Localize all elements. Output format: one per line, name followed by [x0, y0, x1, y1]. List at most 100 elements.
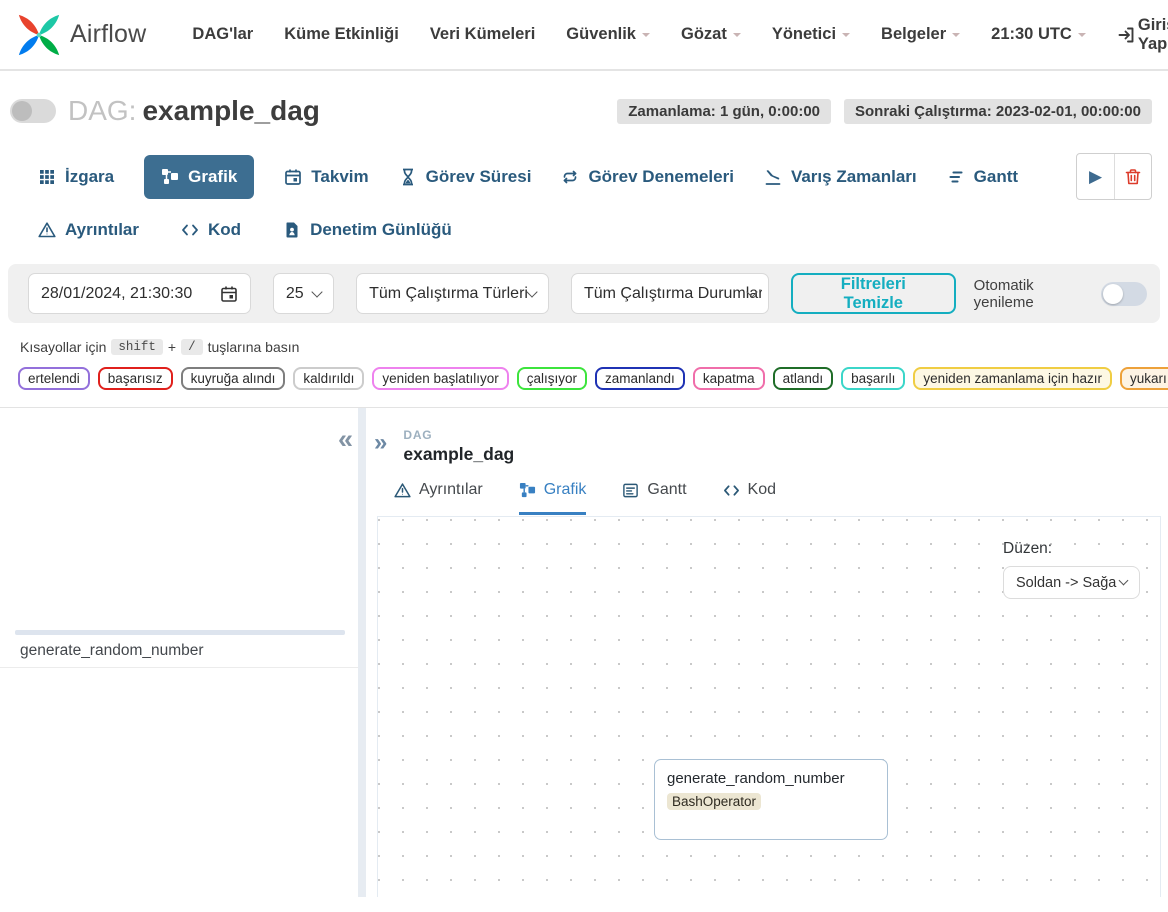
gantt-chart-icon	[623, 483, 639, 497]
panel-resize-handle[interactable]	[358, 408, 366, 897]
nav-item-admin[interactable]: Yönetici	[772, 25, 851, 44]
tab-code[interactable]: Kod	[181, 220, 241, 240]
nav-item-datasets[interactable]: Veri Kümeleri	[429, 25, 536, 43]
tab-landing-times[interactable]: Varış Zamanları	[764, 167, 917, 187]
view-tabs-row1: İzgara Grafik Takvim Görev Süresi Görev …	[0, 153, 1168, 200]
schedule-badges: Zamanlama: 1 gün, 0:00:00 Sonraki Çalışt…	[617, 98, 1152, 124]
status-badge-removed[interactable]: kaldırıldı	[293, 366, 365, 390]
page-size-select[interactable]: 25	[272, 273, 335, 314]
page-title: DAG: example_dag	[68, 95, 320, 127]
status-badge-running[interactable]: çalışıyor	[516, 366, 588, 390]
details-kicker: DAG	[403, 428, 433, 442]
slash-key: /	[181, 339, 203, 355]
chevron-down-icon	[311, 285, 323, 298]
retry-icon	[564, 170, 577, 183]
chevron-down-icon	[1118, 575, 1129, 586]
autorefresh-toggle[interactable]	[1101, 281, 1148, 306]
code-icon	[723, 484, 739, 496]
details-tab-details[interactable]: Ayrıntılar	[394, 481, 483, 515]
details-tab-gantt[interactable]: Gantt	[622, 481, 687, 515]
task-node-title: generate_random_number	[667, 770, 845, 787]
airflow-pinwheel-icon	[18, 14, 60, 55]
task-list: generate_random_number	[0, 630, 358, 668]
autorefresh-label: Otomatik yenileme	[973, 276, 1034, 311]
next-run-badge: Sonraki Çalıştırma: 2023-02-01, 00:00:00	[844, 98, 1152, 124]
operator-badge: BashOperator	[667, 793, 762, 810]
play-icon: ▶	[1088, 166, 1103, 186]
dag-header: DAG: example_dag Zamanlama: 1 gün, 0:00:0…	[0, 71, 1168, 127]
tab-task-duration[interactable]: Görev Süresi	[399, 167, 531, 187]
status-badge-success[interactable]: başarılı	[841, 366, 906, 390]
dag-id: example_dag	[142, 95, 320, 126]
tab-grid[interactable]: İzgara	[38, 167, 114, 187]
details-titles: DAG example_dag	[403, 428, 514, 465]
graph-icon	[519, 482, 535, 497]
details-tabs: Ayrıntılar Grafik Gantt Kod	[394, 481, 1168, 516]
trigger-dag-button[interactable]: ▶	[1077, 154, 1114, 199]
nav-item-dags[interactable]: DAG'lar	[192, 25, 254, 43]
tab-gantt[interactable]: Gantt	[947, 167, 1018, 187]
tab-details[interactable]: Ayrıntılar	[38, 220, 139, 240]
main-area: « generate_random_number » DAG example_d…	[0, 408, 1168, 897]
nav-item-docs[interactable]: Belgeler	[881, 25, 961, 44]
shortcut-suffix: tuşlarına basın	[207, 339, 300, 355]
login-button[interactable]: Giriş Yap	[1117, 16, 1168, 54]
view-tabs-row2: Ayrıntılar Kod Denetim Günlüğü	[0, 220, 1168, 240]
run-states-select[interactable]: Tüm Çalıştırma Durumları	[570, 273, 769, 314]
task-node[interactable]: generate_random_number BashOperator	[654, 759, 888, 840]
details-header: » DAG example_dag	[366, 408, 1168, 465]
dag-pause-toggle[interactable]	[10, 99, 56, 123]
gantt-icon	[949, 170, 963, 183]
task-row[interactable]: generate_random_number	[0, 635, 358, 668]
graph-canvas[interactable]: Düzen: Soldan -> Sağa generate_random_nu…	[377, 516, 1161, 897]
chevron-down-icon	[642, 32, 650, 41]
plane-landing-icon	[765, 169, 781, 185]
status-badge-skipped[interactable]: atlandı	[772, 366, 834, 390]
chevron-down-icon	[1077, 32, 1086, 41]
status-badge-upstream-failed[interactable]: yukarı akış başarısız	[1120, 366, 1168, 390]
nav-item-security[interactable]: Güvenlik	[566, 25, 650, 44]
chevron-down-icon	[952, 32, 961, 41]
chevron-down-icon	[526, 285, 538, 298]
shortcut-prefix: Kısayollar için	[20, 339, 107, 355]
tab-audit-log[interactable]: Denetim Günlüğü	[283, 220, 452, 240]
status-badge-scheduled[interactable]: zamanlandı	[595, 366, 685, 390]
details-dag-title: example_dag	[403, 444, 515, 464]
base-date-input[interactable]: 28/01/2024, 21:30:30	[28, 273, 251, 314]
delete-dag-button[interactable]	[1114, 154, 1151, 199]
nav-item-cluster-activity[interactable]: Küme Etkinliği	[284, 25, 399, 43]
status-badge-up-for-reschedule[interactable]: yeniden zamanlama için hazır	[913, 366, 1113, 390]
details-tab-graph[interactable]: Grafik	[518, 481, 587, 515]
layout-label: Düzen:	[1003, 540, 1053, 557]
status-badge-shutdown[interactable]: kapatma	[692, 366, 765, 390]
status-badge-deferred[interactable]: ertelendi	[18, 366, 90, 390]
tab-calendar[interactable]: Takvim	[284, 167, 369, 187]
status-badge-failed[interactable]: başarısız	[97, 366, 173, 390]
status-badge-restarting[interactable]: yeniden başlatılıyor	[372, 366, 509, 390]
toggle-knob	[12, 101, 32, 121]
login-icon	[1118, 27, 1134, 42]
graph-icon	[162, 168, 179, 184]
filter-bar: 28/01/2024, 21:30:30 25 Tüm Çalıştırma T…	[8, 264, 1160, 323]
collapse-panel-icon[interactable]: «	[337, 424, 353, 454]
clear-filters-button[interactable]: Filtreleri Temizle	[790, 273, 956, 314]
toggle-knob	[1103, 283, 1124, 304]
expand-panel-icon[interactable]: »	[374, 429, 388, 456]
calendar-icon	[285, 169, 302, 185]
warning-triangle-icon	[394, 482, 411, 497]
nav-item-timezone[interactable]: 21:30 UTC	[991, 25, 1086, 44]
run-types-select[interactable]: Tüm Çalıştırma Türleri	[356, 273, 549, 314]
chevron-down-icon	[842, 32, 851, 41]
tab-task-tries[interactable]: Görev Denemeleri	[561, 167, 734, 187]
autorefresh-control: Otomatik yenileme	[973, 276, 1148, 311]
airflow-brand[interactable]: Airflow	[16, 12, 146, 58]
status-badge-queued[interactable]: kuyruğa alındı	[180, 366, 286, 390]
details-panel: » DAG example_dag Ayrıntılar Grafik Gant…	[366, 408, 1168, 897]
top-navbar: Airflow DAG'lar Küme Etkinliği Veri Küme…	[0, 0, 1168, 71]
nav-item-browse[interactable]: Gözat	[681, 25, 741, 44]
layout-select[interactable]: Soldan -> Sağa	[1003, 566, 1140, 599]
task-list-header-bar	[15, 630, 345, 635]
code-icon	[182, 224, 198, 236]
details-tab-code[interactable]: Kod	[723, 481, 776, 515]
tab-graph[interactable]: Grafik	[144, 154, 255, 199]
